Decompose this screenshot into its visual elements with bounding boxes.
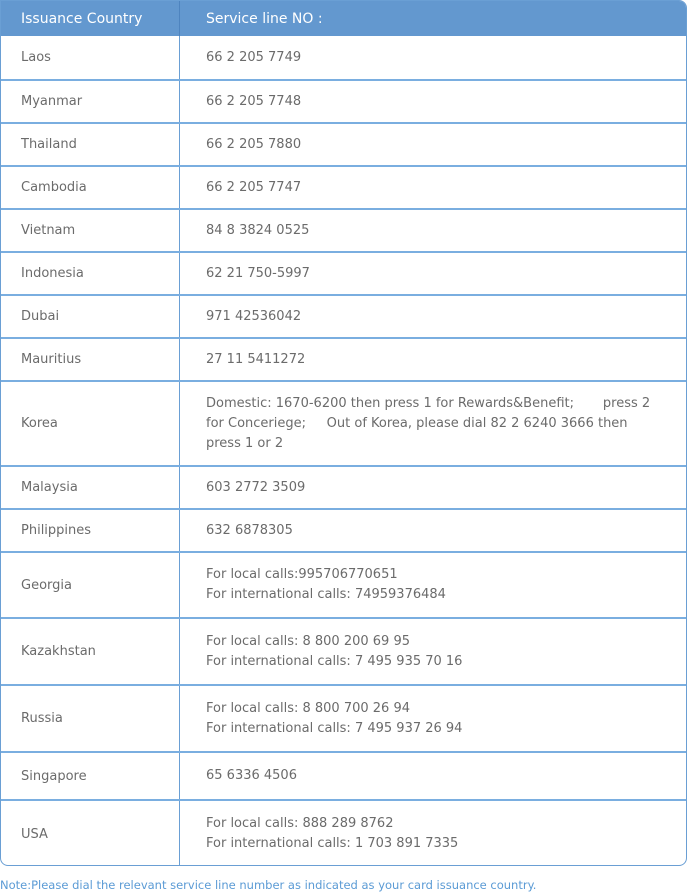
service-line-cell: 84 8 3824 0525 xyxy=(180,210,686,251)
service-line-cell: For local calls: 888 289 8762 For interna… xyxy=(180,801,686,865)
table-row: Malaysia 603 2772 3509 xyxy=(1,465,686,508)
table-row: Indonesia 62 21 750-5997 xyxy=(1,251,686,294)
service-line-cell: 971 42536042 xyxy=(180,296,686,337)
table-row: Singapore 65 6336 4506 xyxy=(1,751,686,799)
service-line-text: For local calls: 888 289 8762 xyxy=(206,816,394,831)
service-line-cell: 27 11 5411272 xyxy=(180,339,686,380)
table-row: USA For local calls: 888 289 8762 For inte… xyxy=(1,799,686,865)
country-cell: Cambodia xyxy=(1,167,180,208)
service-line-text: 27 11 5411272 xyxy=(206,351,306,367)
table-row: Myanmar 66 2 205 7748 xyxy=(1,79,686,122)
country-cell: Philippines xyxy=(1,510,180,551)
country-cell: Georgia xyxy=(1,553,180,617)
service-line-text: 66 2 205 7748 xyxy=(206,93,302,109)
table-row: Philippines 632 6878305 xyxy=(1,508,686,551)
table-header: Issuance Country Service line NO : xyxy=(1,1,686,36)
table-row: Russia For local calls: 8 800 700 26 94 Fo… xyxy=(1,684,686,751)
table-row: Cambodia 66 2 205 7747 xyxy=(1,165,686,208)
service-line-text: For international calls: 74959376484 xyxy=(206,587,446,602)
table-row: Korea Domestic: 1670-6200 then press 1 fo… xyxy=(1,380,686,465)
note-text: Note:Please dial the relevant service li… xyxy=(0,878,537,892)
country-cell: Dubai xyxy=(1,296,180,337)
service-line-cell: 65 6336 4506 xyxy=(180,753,686,799)
service-line-text: For international calls: 7 495 937 26 94 xyxy=(206,720,463,736)
header-country: Issuance Country xyxy=(1,1,180,36)
country-cell: Singapore xyxy=(1,753,180,799)
service-line-text: 603 2772 3509 xyxy=(206,479,306,495)
country-cell: Malaysia xyxy=(1,467,180,508)
service-line-text: 62 21 750-5997 xyxy=(206,265,310,281)
service-line-text: 66 2 205 7749 xyxy=(206,49,302,65)
table-row: Kazakhstan For local calls: 8 800 200 69 … xyxy=(1,617,686,684)
table-row: Dubai 971 42536042 xyxy=(1,294,686,337)
service-line-cell: For local calls: 8 800 200 69 95 For inte… xyxy=(180,619,686,684)
table-row: Thailand 66 2 205 7880 xyxy=(1,122,686,165)
service-line-text: 66 2 205 7747 xyxy=(206,179,302,195)
service-line-text: 971 42536042 xyxy=(206,308,302,324)
service-line-cell: For local calls: 8 800 700 26 94 For inte… xyxy=(180,686,686,751)
table-row: Laos 66 2 205 7749 xyxy=(1,36,686,79)
table-body: Laos 66 2 205 7749 Myanmar 66 2 205 7748 Tha… xyxy=(1,36,686,865)
service-line-cell: 603 2772 3509 xyxy=(180,467,686,508)
service-line-cell: 62 21 750-5997 xyxy=(180,253,686,294)
country-cell: Russia xyxy=(1,686,180,751)
service-line-cell: 632 6878305 xyxy=(180,510,686,551)
service-line-cell: 66 2 205 7748 xyxy=(180,81,686,122)
service-line-cell: 66 2 205 7747 xyxy=(180,167,686,208)
service-line-cell: 66 2 205 7749 xyxy=(180,36,686,79)
service-line-text: 65 6336 4506 xyxy=(206,768,297,783)
service-line-table: Issuance Country Service line NO : Laos 6… xyxy=(0,0,687,866)
country-cell: Indonesia xyxy=(1,253,180,294)
service-line-text: For local calls: 8 800 200 69 95 xyxy=(206,633,411,649)
header-service-line: Service line NO : xyxy=(206,10,323,27)
table-row: Mauritius 27 11 5411272 xyxy=(1,337,686,380)
country-cell: Myanmar xyxy=(1,81,180,122)
table-row: Georgia For local calls:995706770651 For i… xyxy=(1,551,686,617)
country-cell: Kazakhstan xyxy=(1,619,180,684)
service-line-text: For international calls: 1 703 891 7335 xyxy=(206,836,459,851)
service-line-cell: Domestic: 1670-6200 then press 1 for Rew… xyxy=(180,382,686,465)
service-line-text: 66 2 205 7880 xyxy=(206,136,302,152)
country-cell: USA xyxy=(1,801,180,865)
country-cell: Korea xyxy=(1,382,180,465)
country-cell: Vietnam xyxy=(1,210,180,251)
service-line-cell: 66 2 205 7880 xyxy=(180,124,686,165)
service-line-text: For local calls: 8 800 700 26 94 xyxy=(206,700,411,716)
service-line-text: 632 6878305 xyxy=(206,522,293,538)
country-cell: Mauritius xyxy=(1,339,180,380)
service-line-text: 84 8 3824 0525 xyxy=(206,222,310,238)
service-line-text: For local calls:995706770651 xyxy=(206,567,398,582)
table-row: Vietnam 84 8 3824 0525 xyxy=(1,208,686,251)
country-cell: Laos xyxy=(1,36,180,79)
service-line-text: For international calls: 7 495 935 70 16 xyxy=(206,653,463,669)
service-line-text: Domestic: 1670-6200 then press 1 for Rew… xyxy=(206,395,655,451)
country-cell: Thailand xyxy=(1,124,180,165)
service-line-cell: For local calls:995706770651 For internat… xyxy=(180,553,686,617)
